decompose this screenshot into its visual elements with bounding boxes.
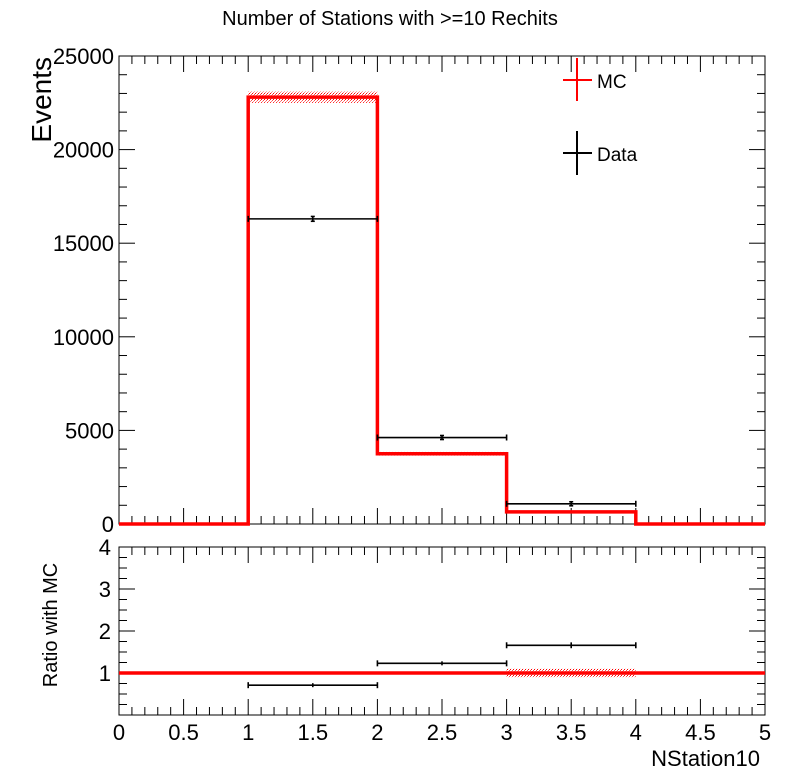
main-panel: 0 5000 10000 15000 20000 25000 Events MC Data — [26, 44, 766, 537]
mc-histogram-line — [119, 95, 765, 526]
x-tick-label: 1.5 — [298, 720, 329, 745]
y-tick-label: 0 — [102, 512, 114, 537]
ratio-y-axis-label: Ratio with MC — [40, 563, 62, 687]
x-tick-label: 2.5 — [427, 720, 458, 745]
legend-data-label: Data — [597, 145, 638, 166]
data-point — [376, 434, 508, 441]
ratio-y-tick-label: 1 — [99, 661, 111, 686]
x-tick-label: 5 — [759, 720, 771, 745]
ratio-plot-marks — [119, 642, 765, 689]
legend: MC Data — [563, 58, 638, 175]
ratio-frame — [118, 546, 766, 716]
ratio-axis-ticks: 1 2 3 4 0 0.5 1 1.5 2 2.5 3 3.5 4 4.5 5 — [99, 535, 771, 745]
y-tick-label: 15000 — [53, 231, 114, 256]
ratio-point — [376, 660, 508, 667]
x-tick-label: 1 — [242, 720, 254, 745]
ratio-point — [505, 642, 637, 649]
ratio-y-tick-label: 4 — [99, 535, 111, 560]
x-tick-label: 3 — [500, 720, 512, 745]
legend-entry-mc: MC — [563, 58, 627, 101]
x-tick-label: 4.5 — [685, 720, 716, 745]
data-point — [505, 500, 637, 507]
y-tick-label: 10000 — [53, 325, 114, 350]
ratio-y-tick-label: 3 — [99, 577, 111, 602]
x-tick-label: 2 — [371, 720, 383, 745]
x-tick-label: 3.5 — [556, 720, 587, 745]
ratio-point — [247, 682, 379, 689]
y-tick-label: 25000 — [53, 44, 114, 69]
y-axis-label: Events — [26, 57, 57, 143]
ratio-y-tick-label: 2 — [99, 619, 111, 644]
main-plot-marks — [119, 91, 765, 526]
y-tick-label: 20000 — [53, 138, 114, 163]
legend-mc-label: MC — [597, 72, 627, 93]
main-axis-ticks: 0 5000 10000 15000 20000 25000 — [53, 44, 766, 537]
chart-title: Number of Stations with >=10 Rechits — [222, 8, 558, 30]
x-tick-label: 0.5 — [168, 720, 199, 745]
legend-entry-data: Data — [563, 131, 638, 175]
x-axis-label: NStation10 — [651, 746, 760, 771]
data-point — [247, 215, 379, 223]
y-tick-label: 5000 — [65, 418, 114, 443]
x-tick-label: 0 — [113, 720, 125, 745]
x-tick-label: 4 — [630, 720, 642, 745]
